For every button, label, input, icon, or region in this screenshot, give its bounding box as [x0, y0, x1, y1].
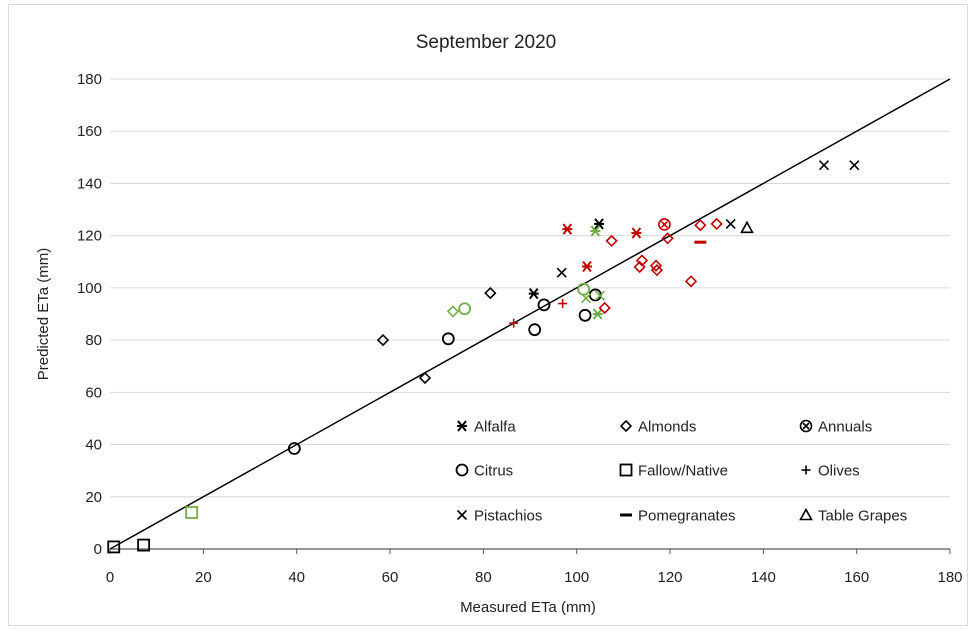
point-citrus: [287, 442, 301, 455]
legend-marker-annuals: [799, 419, 813, 433]
point-pistachios: [725, 218, 736, 229]
point-alfalfa: [528, 288, 539, 300]
y-tick-label: 100: [77, 280, 102, 297]
point-pistachios: [818, 160, 830, 171]
point-olives: [509, 318, 519, 328]
point-almonds: [598, 301, 611, 315]
point-pistachios: [594, 290, 606, 301]
legend-marker-fallow-native: [619, 463, 633, 477]
y-axis-title: Predicted ETa (mm): [35, 248, 52, 381]
chart-title: September 2020: [416, 32, 557, 53]
x-tick-label: 140: [751, 569, 776, 586]
y-tick-label: 120: [77, 228, 102, 245]
y-tick-label: 80: [85, 332, 102, 349]
point-alfalfa: [594, 218, 605, 230]
legend-label-citrus: Citrus: [474, 463, 513, 480]
y-tick-label: 140: [77, 175, 102, 192]
point-almonds: [484, 286, 497, 300]
point-citrus: [458, 302, 472, 316]
point-almonds: [635, 254, 649, 267]
point-citrus: [578, 308, 592, 322]
point-almonds: [694, 219, 707, 232]
legend-marker-almonds: [619, 419, 633, 433]
x-axis-title: Measured ETa (mm): [460, 599, 596, 616]
point-almonds: [418, 371, 432, 385]
x-tick-label: 20: [195, 569, 212, 586]
point-citrus: [441, 332, 455, 346]
point-almonds: [605, 234, 618, 248]
x-tick-label: 100: [564, 569, 589, 586]
legend-marker-citrus: [455, 463, 469, 477]
y-tick-label: 60: [85, 384, 102, 401]
point-alfalfa: [562, 223, 573, 235]
point-pistachios: [556, 267, 567, 278]
legend-marker-alfalfa: [457, 420, 467, 432]
point-almonds: [376, 333, 390, 347]
point-pistachios: [849, 160, 860, 171]
point-alfalfa: [592, 308, 603, 320]
axes: 0 20 40 60 80 100 120 140 160 180 0 20 40 60 80 100 120 1…: [77, 71, 963, 586]
point-citrus: [528, 323, 542, 337]
y-tick-label: 0: [94, 541, 102, 558]
x-tick-label: 180: [937, 569, 962, 586]
point-citrus: [577, 282, 591, 296]
reference-line-group: [109, 78, 951, 550]
point-citrus: [537, 298, 551, 312]
point-table-grapes: [740, 220, 754, 234]
x-tick-label: 0: [106, 569, 114, 586]
legend-marker-table-grapes: [799, 507, 813, 521]
x-tick-label: 160: [844, 569, 869, 586]
point-annuals: [658, 218, 671, 231]
point-pistachios: [580, 293, 592, 304]
point-alfalfa: [631, 227, 642, 239]
legend-label-olives: Olives: [818, 463, 860, 480]
legend-marker-olives: [801, 465, 811, 475]
point-almonds: [684, 275, 698, 288]
point-alfalfa: [590, 225, 601, 237]
point-almonds: [710, 217, 723, 231]
point-fallow-native: [185, 506, 199, 519]
y-tick-label: 180: [77, 71, 102, 88]
legend-label-annuals: Annuals: [818, 419, 872, 436]
point-almonds: [650, 264, 664, 277]
legend-marker-pistachios: [456, 509, 468, 521]
point-fallow-native: [107, 540, 121, 554]
point-olives: [558, 299, 568, 309]
chart-frame: [8, 4, 968, 626]
point-fallow-native: [137, 538, 151, 552]
legend-label-fallow-native: Fallow/Native: [638, 463, 728, 480]
y-tick-label: 40: [85, 437, 102, 454]
point-almonds: [649, 259, 663, 272]
point-alfalfa: [581, 260, 592, 273]
data-points: [107, 160, 860, 554]
legend-label-almonds: Almonds: [638, 419, 696, 436]
point-almonds: [446, 305, 460, 318]
y-tick-label: 160: [77, 123, 102, 140]
y-tick-label: 20: [85, 489, 102, 506]
gridlines: [110, 78, 950, 498]
x-tick-label: 40: [288, 569, 305, 586]
x-tick-label: 120: [657, 569, 682, 586]
x-tick-label: 80: [475, 569, 492, 586]
x-tick-label: 60: [382, 569, 399, 586]
point-almonds: [661, 232, 674, 245]
one-to-one-line: [109, 78, 951, 550]
legend-label-alfalfa: Alfalfa: [474, 419, 516, 436]
legend-label-pistachios: Pistachios: [474, 508, 542, 525]
legend-label-table-grapes: Table Grapes: [818, 508, 907, 525]
legend: Alfalfa Almonds Annuals Citrus Fallow/Native…: [455, 419, 907, 525]
legend-label-pomegranates: Pomegranates: [638, 508, 736, 525]
